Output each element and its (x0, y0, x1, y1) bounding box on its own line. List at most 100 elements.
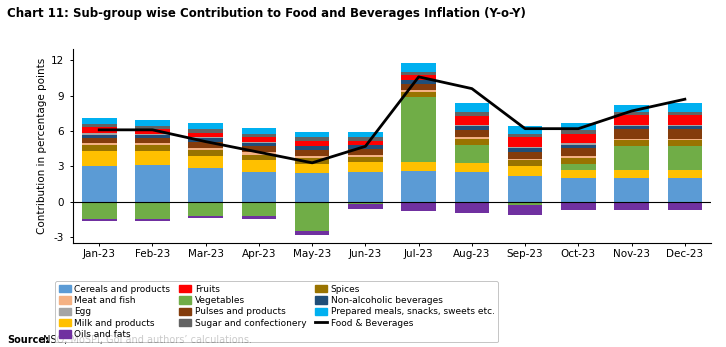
Bar (135, 134, 170, 135)
Bar (614, 129, 649, 139)
Bar (189, 142, 223, 147)
Bar (135, 165, 170, 202)
Bar (189, 202, 223, 216)
Bar (82, 143, 116, 145)
Bar (668, 103, 702, 112)
Bar (668, 126, 702, 129)
Bar (295, 231, 330, 235)
Bar (82, 127, 116, 133)
Bar (614, 141, 649, 146)
Text: NSO, MoSPI, GoI and authors’ calculations.: NSO, MoSPI, GoI and authors’ calculation… (40, 335, 252, 345)
Bar (508, 160, 542, 166)
Bar (561, 124, 595, 130)
Bar (242, 216, 276, 219)
Bar (454, 103, 489, 112)
Bar (295, 141, 330, 146)
Bar (82, 166, 116, 202)
Bar (401, 202, 436, 211)
Bar (614, 126, 649, 129)
Bar (189, 168, 223, 202)
Bar (189, 150, 223, 156)
Bar (614, 125, 649, 126)
Bar (82, 145, 116, 151)
Bar (242, 154, 276, 160)
Bar (135, 219, 170, 221)
Bar (508, 166, 542, 176)
Bar (135, 129, 170, 134)
Bar (135, 145, 170, 151)
Bar (242, 146, 276, 152)
Bar (454, 130, 489, 137)
Bar (295, 202, 330, 231)
Bar (135, 138, 170, 143)
Bar (614, 178, 649, 202)
Bar (295, 137, 330, 141)
Bar (82, 202, 116, 219)
Bar (82, 124, 116, 127)
Bar (508, 159, 542, 160)
Bar (454, 139, 489, 145)
Bar (348, 204, 383, 209)
Legend: Cereals and products, Meat and fish, Egg, Milk and products, Oils and fats, Frui: Cereals and products, Meat and fish, Egg… (55, 281, 498, 342)
Bar (401, 63, 436, 71)
Bar (668, 125, 702, 126)
Bar (135, 120, 170, 126)
Bar (561, 148, 595, 156)
Y-axis label: Contribution in percentage points: Contribution in percentage points (37, 58, 47, 234)
Bar (348, 154, 383, 157)
Bar (668, 146, 702, 170)
Bar (82, 138, 116, 143)
Bar (508, 137, 542, 147)
Bar (561, 156, 595, 158)
Bar (508, 202, 542, 205)
Bar (189, 138, 223, 142)
Bar (348, 162, 383, 172)
Bar (668, 178, 702, 202)
Bar (614, 112, 649, 115)
Bar (508, 148, 542, 152)
Bar (401, 90, 436, 92)
Bar (348, 172, 383, 202)
Bar (668, 115, 702, 125)
Bar (82, 135, 116, 138)
Bar (295, 158, 330, 164)
Bar (454, 125, 489, 126)
Bar (668, 170, 702, 178)
Bar (295, 132, 330, 137)
Bar (189, 133, 223, 137)
Bar (401, 71, 436, 75)
Bar (454, 163, 489, 172)
Bar (348, 157, 383, 162)
Bar (242, 172, 276, 202)
Bar (454, 172, 489, 202)
Bar (508, 134, 542, 137)
Bar (614, 202, 649, 210)
Bar (508, 152, 542, 159)
Text: Chart 11: Sub-group wise Contribution to Food and Beverages Inflation (Y-o-Y): Chart 11: Sub-group wise Contribution to… (7, 7, 526, 20)
Bar (295, 174, 330, 202)
Bar (295, 164, 330, 174)
Bar (348, 202, 383, 204)
Bar (295, 150, 330, 156)
Bar (561, 143, 595, 145)
Bar (614, 115, 649, 125)
Bar (561, 178, 595, 202)
Bar (348, 137, 383, 141)
Bar (401, 97, 436, 162)
Bar (401, 171, 436, 202)
Bar (561, 130, 595, 134)
Bar (561, 134, 595, 143)
Bar (454, 126, 489, 130)
Bar (189, 156, 223, 168)
Bar (242, 152, 276, 154)
Bar (242, 128, 276, 134)
Bar (454, 112, 489, 116)
Bar (614, 104, 649, 112)
Bar (454, 145, 489, 163)
Bar (401, 92, 436, 97)
Bar (82, 118, 116, 124)
Bar (242, 134, 276, 137)
Bar (135, 151, 170, 165)
Bar (401, 84, 436, 90)
Bar (454, 116, 489, 125)
